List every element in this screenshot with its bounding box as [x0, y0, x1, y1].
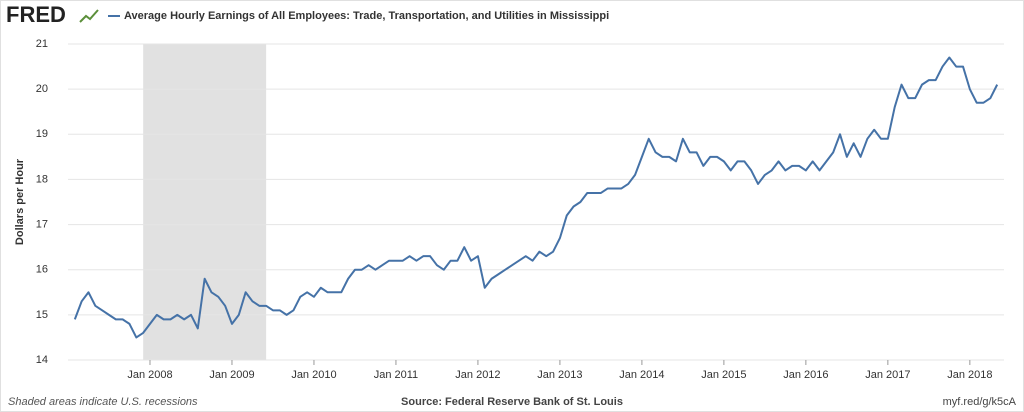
x-tick-label: Jan 2008 [127, 369, 172, 381]
x-tick-label: Jan 2017 [865, 369, 910, 381]
y-tick-label: 18 [36, 173, 48, 185]
x-tick-label: Jan 2009 [209, 369, 254, 381]
x-tick-label: Jan 2015 [701, 369, 746, 381]
x-tick-label: Jan 2016 [783, 369, 828, 381]
y-tick-label: 21 [36, 38, 48, 50]
x-tick-label: Jan 2018 [947, 369, 992, 381]
source: Source: Federal Reserve Bank of St. Loui… [401, 396, 623, 408]
logo: FRED [6, 2, 66, 27]
y-tick-label: 19 [36, 128, 48, 140]
y-tick-label: 20 [36, 83, 48, 95]
link[interactable]: myf.red/g/k5cA [943, 396, 1017, 408]
y-tick-label: 17 [36, 218, 48, 230]
x-tick-label: Jan 2014 [619, 369, 664, 381]
recession-band [143, 44, 267, 360]
legend-label: Average Hourly Earnings of All Employees… [124, 10, 609, 22]
data-line [73, 56, 999, 339]
x-tick-label: Jan 2012 [455, 369, 500, 381]
recession-note: Shaded areas indicate U.S. recessions [8, 396, 198, 408]
y-tick-label: 15 [36, 309, 48, 321]
x-tick-label: Jan 2011 [374, 369, 418, 381]
y-axis-label: Dollars per Hour [14, 158, 26, 245]
logo-icon [79, 9, 99, 23]
x-tick-label: Jan 2010 [291, 369, 336, 381]
y-tick-label: 14 [36, 354, 48, 366]
x-tick-label: Jan 2013 [537, 369, 582, 381]
y-tick-label: 16 [36, 264, 48, 276]
